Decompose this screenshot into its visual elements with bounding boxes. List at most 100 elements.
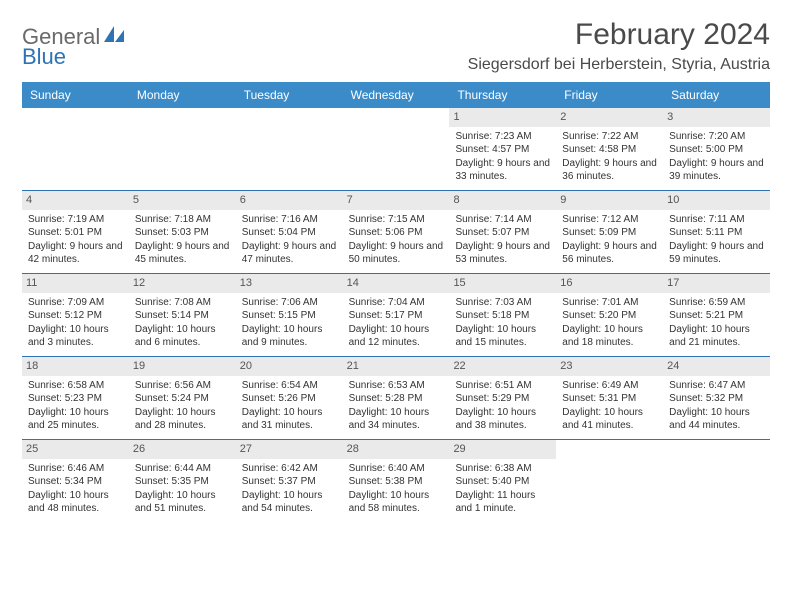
month-title: February 2024 <box>468 18 770 52</box>
sunset-text: Sunset: 5:35 PM <box>135 475 230 489</box>
daylight-text: Daylight: 10 hours and 51 minutes. <box>135 489 230 516</box>
calendar-day: 7Sunrise: 7:15 AMSunset: 5:06 PMDaylight… <box>343 191 450 273</box>
sunrise-text: Sunrise: 7:20 AM <box>669 130 764 144</box>
daylight-text: Daylight: 10 hours and 9 minutes. <box>242 323 337 350</box>
calendar-day: 16Sunrise: 7:01 AMSunset: 5:20 PMDayligh… <box>556 274 663 356</box>
calendar-day: 22Sunrise: 6:51 AMSunset: 5:29 PMDayligh… <box>449 357 556 439</box>
day-number: 6 <box>236 191 343 210</box>
daylight-text: Daylight: 9 hours and 47 minutes. <box>242 240 337 267</box>
daylight-text: Daylight: 10 hours and 34 minutes. <box>349 406 444 433</box>
day-number: 9 <box>556 191 663 210</box>
sunrise-text: Sunrise: 7:08 AM <box>135 296 230 310</box>
day-header-tuesday: Tuesday <box>236 82 343 108</box>
day-number: 8 <box>449 191 556 210</box>
sunset-text: Sunset: 5:40 PM <box>455 475 550 489</box>
day-number: 2 <box>556 108 663 127</box>
sunrise-text: Sunrise: 7:18 AM <box>135 213 230 227</box>
daylight-text: Daylight: 10 hours and 54 minutes. <box>242 489 337 516</box>
day-number: 1 <box>449 108 556 127</box>
calendar-day: 10 Sunrise: 7:11 AMSunset: 5:11 PMDayligh… <box>663 191 770 273</box>
calendar-day <box>556 440 663 522</box>
sunrise-text: Sunrise: 7:06 AM <box>242 296 337 310</box>
calendar-day: 21Sunrise: 6:53 AMSunset: 5:28 PMDayligh… <box>343 357 450 439</box>
daylight-text: Daylight: 10 hours and 12 minutes. <box>349 323 444 350</box>
daylight-text: Daylight: 11 hours and 1 minute. <box>455 489 550 516</box>
sunset-text: Sunset: 5:06 PM <box>349 226 444 240</box>
brand-text-blue: Blue <box>22 44 66 70</box>
sunset-text: Sunset: 5:18 PM <box>455 309 550 323</box>
sunset-text: Sunset: 5:12 PM <box>28 309 123 323</box>
sunrise-text: Sunrise: 6:46 AM <box>28 462 123 476</box>
day-number: 12 <box>129 274 236 293</box>
sunset-text: Sunset: 4:58 PM <box>562 143 657 157</box>
day-number: 4 <box>22 191 129 210</box>
calendar-week: 1Sunrise: 7:23 AMSunset: 4:57 PMDaylight… <box>22 108 770 190</box>
sunrise-text: Sunrise: 6:38 AM <box>455 462 550 476</box>
daylight-text: Daylight: 9 hours and 59 minutes. <box>669 240 764 267</box>
day-number: 11 <box>22 274 129 293</box>
sunset-text: Sunset: 5:14 PM <box>135 309 230 323</box>
day-number: 10 <box>663 191 770 210</box>
title-block: February 2024 Siegersdorf bei Herberstei… <box>468 18 770 74</box>
daylight-text: Daylight: 10 hours and 41 minutes. <box>562 406 657 433</box>
sunrise-text: Sunrise: 7:01 AM <box>562 296 657 310</box>
calendar-day: 4Sunrise: 7:19 AMSunset: 5:01 PMDaylight… <box>22 191 129 273</box>
sunset-text: Sunset: 5:00 PM <box>669 143 764 157</box>
daylight-text: Daylight: 10 hours and 18 minutes. <box>562 323 657 350</box>
sunset-text: Sunset: 5:11 PM <box>669 226 764 240</box>
calendar-week: 11Sunrise: 7:09 AMSunset: 5:12 PMDayligh… <box>22 273 770 356</box>
calendar-day: 15Sunrise: 7:03 AMSunset: 5:18 PMDayligh… <box>449 274 556 356</box>
calendar-week: 18Sunrise: 6:58 AMSunset: 5:23 PMDayligh… <box>22 356 770 439</box>
day-number: 16 <box>556 274 663 293</box>
sunrise-text: Sunrise: 7:03 AM <box>455 296 550 310</box>
day-number: 20 <box>236 357 343 376</box>
sunrise-text: Sunrise: 7:11 AM <box>669 213 764 227</box>
day-number: 17 <box>663 274 770 293</box>
calendar-day: 27Sunrise: 6:42 AMSunset: 5:37 PMDayligh… <box>236 440 343 522</box>
sunrise-text: Sunrise: 6:58 AM <box>28 379 123 393</box>
calendar-day: 18 Sunrise: 6:58 AMSunset: 5:23 PMDayligh… <box>22 357 129 439</box>
day-number: 23 <box>556 357 663 376</box>
sunrise-text: Sunrise: 7:22 AM <box>562 130 657 144</box>
daylight-text: Daylight: 10 hours and 48 minutes. <box>28 489 123 516</box>
calendar-day <box>343 108 450 190</box>
calendar-day: 28Sunrise: 6:40 AMSunset: 5:38 PMDayligh… <box>343 440 450 522</box>
calendar-day: 5Sunrise: 7:18 AMSunset: 5:03 PMDaylight… <box>129 191 236 273</box>
sunset-text: Sunset: 5:31 PM <box>562 392 657 406</box>
day-header-friday: Friday <box>556 82 663 108</box>
calendar-day <box>663 440 770 522</box>
sunrise-text: Sunrise: 6:56 AM <box>135 379 230 393</box>
sunrise-text: Sunrise: 7:15 AM <box>349 213 444 227</box>
sunrise-text: Sunrise: 6:49 AM <box>562 379 657 393</box>
calendar-day: 20Sunrise: 6:54 AMSunset: 5:26 PMDayligh… <box>236 357 343 439</box>
sunrise-text: Sunrise: 6:40 AM <box>349 462 444 476</box>
day-number: 25 <box>22 440 129 459</box>
day-number: 19 <box>129 357 236 376</box>
sunset-text: Sunset: 5:38 PM <box>349 475 444 489</box>
sunset-text: Sunset: 5:17 PM <box>349 309 444 323</box>
sunset-text: Sunset: 5:03 PM <box>135 226 230 240</box>
location-subtitle: Siegersdorf bei Herberstein, Styria, Aus… <box>468 56 770 74</box>
sunrise-text: Sunrise: 6:44 AM <box>135 462 230 476</box>
calendar-day: 13Sunrise: 7:06 AMSunset: 5:15 PMDayligh… <box>236 274 343 356</box>
sunrise-text: Sunrise: 7:12 AM <box>562 213 657 227</box>
sunrise-text: Sunrise: 6:42 AM <box>242 462 337 476</box>
daylight-text: Daylight: 9 hours and 53 minutes. <box>455 240 550 267</box>
day-number: 3 <box>663 108 770 127</box>
calendar-day: 9Sunrise: 7:12 AMSunset: 5:09 PMDaylight… <box>556 191 663 273</box>
calendar-day: 1Sunrise: 7:23 AMSunset: 4:57 PMDaylight… <box>449 108 556 190</box>
calendar-day: 11Sunrise: 7:09 AMSunset: 5:12 PMDayligh… <box>22 274 129 356</box>
calendar-day: 17Sunrise: 6:59 AMSunset: 5:21 PMDayligh… <box>663 274 770 356</box>
day-number: 7 <box>343 191 450 210</box>
daylight-text: Daylight: 10 hours and 44 minutes. <box>669 406 764 433</box>
daylight-text: Daylight: 9 hours and 39 minutes. <box>669 157 764 184</box>
sunrise-text: Sunrise: 7:16 AM <box>242 213 337 227</box>
daylight-text: Daylight: 10 hours and 25 minutes. <box>28 406 123 433</box>
day-number: 18 <box>22 357 129 376</box>
sunset-text: Sunset: 5:21 PM <box>669 309 764 323</box>
daylight-text: Daylight: 10 hours and 6 minutes. <box>135 323 230 350</box>
day-header-monday: Monday <box>129 82 236 108</box>
calendar-day: 6Sunrise: 7:16 AMSunset: 5:04 PMDaylight… <box>236 191 343 273</box>
sunset-text: Sunset: 5:23 PM <box>28 392 123 406</box>
daylight-text: Daylight: 10 hours and 3 minutes. <box>28 323 123 350</box>
